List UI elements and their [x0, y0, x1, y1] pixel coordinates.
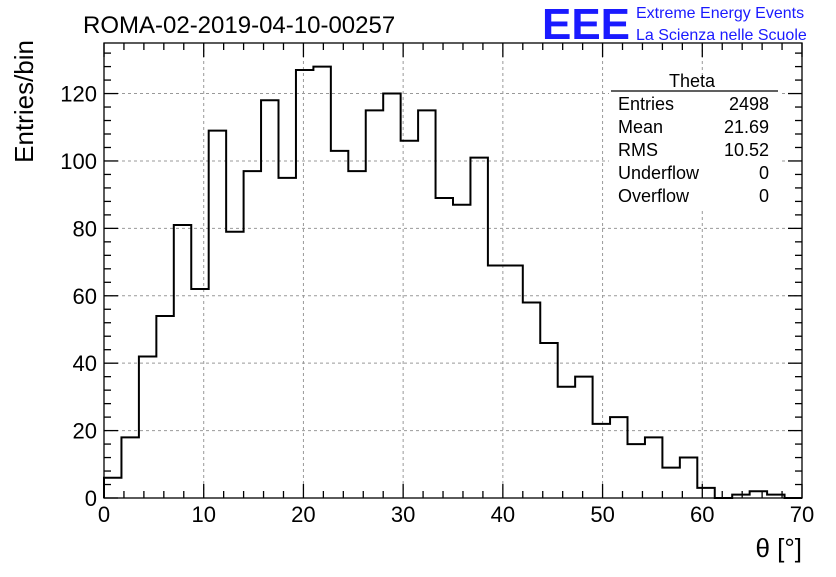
x-tick-label: 40	[491, 502, 515, 527]
axis-ticks	[103, 43, 803, 499]
stats-title: Theta	[669, 71, 716, 91]
x-tick-label: 20	[291, 502, 315, 527]
stats-value-entries: 2498	[729, 94, 769, 114]
logo-line2: La Scienza nelle Scuole	[636, 27, 807, 44]
chart-title: ROMA-02-2019-04-10-00257	[83, 12, 395, 39]
histogram	[103, 65, 802, 499]
stats-box: Theta Entries 2498 Mean 21.69 RMS 10.52 …	[609, 71, 779, 210]
stats-label-entries: Entries	[618, 94, 674, 114]
x-tick-label: 0	[98, 502, 110, 527]
y-tick-label: 80	[73, 216, 97, 241]
y-tick-label: 40	[73, 351, 97, 376]
y-tick-label: 0	[85, 486, 97, 511]
eee-logo: EEE Extreme Energy Events La Scienza nel…	[542, 0, 807, 49]
stats-label-rms: RMS	[618, 140, 658, 160]
logo-letters: EEE	[542, 0, 630, 49]
stats-label-mean: Mean	[618, 117, 663, 137]
y-tick-label: 20	[73, 419, 97, 444]
x-tick-label: 60	[690, 502, 714, 527]
plot-frame	[103, 42, 803, 499]
stats-label-underflow: Underflow	[618, 163, 700, 183]
stats-value-underflow: 0	[759, 163, 769, 183]
stats-value-rms: 10.52	[724, 140, 769, 160]
y-tick-label: 120	[60, 82, 97, 107]
histogram-outline	[103, 65, 802, 499]
x-tick-label: 30	[391, 502, 415, 527]
y-tick-labels: 0 20 40 60 80 100 120	[60, 82, 97, 511]
x-tick-label: 70	[790, 502, 814, 527]
grid	[104, 43, 802, 498]
stats-box-bg	[609, 74, 779, 210]
x-tick-label: 50	[590, 502, 614, 527]
stats-value-overflow: 0	[759, 186, 769, 206]
y-axis-label: Entries/bin	[9, 40, 39, 163]
x-axis-label: θ [°]	[755, 533, 802, 563]
y-tick-label: 100	[60, 149, 97, 174]
x-tick-labels: 0 10 20 30 40 50 60 70	[98, 502, 814, 527]
logo-line1: Extreme Energy Events	[636, 5, 804, 22]
stats-value-mean: 21.69	[724, 117, 769, 137]
y-tick-label: 60	[73, 284, 97, 309]
stats-label-overflow: Overflow	[618, 186, 690, 206]
x-tick-label: 10	[191, 502, 215, 527]
